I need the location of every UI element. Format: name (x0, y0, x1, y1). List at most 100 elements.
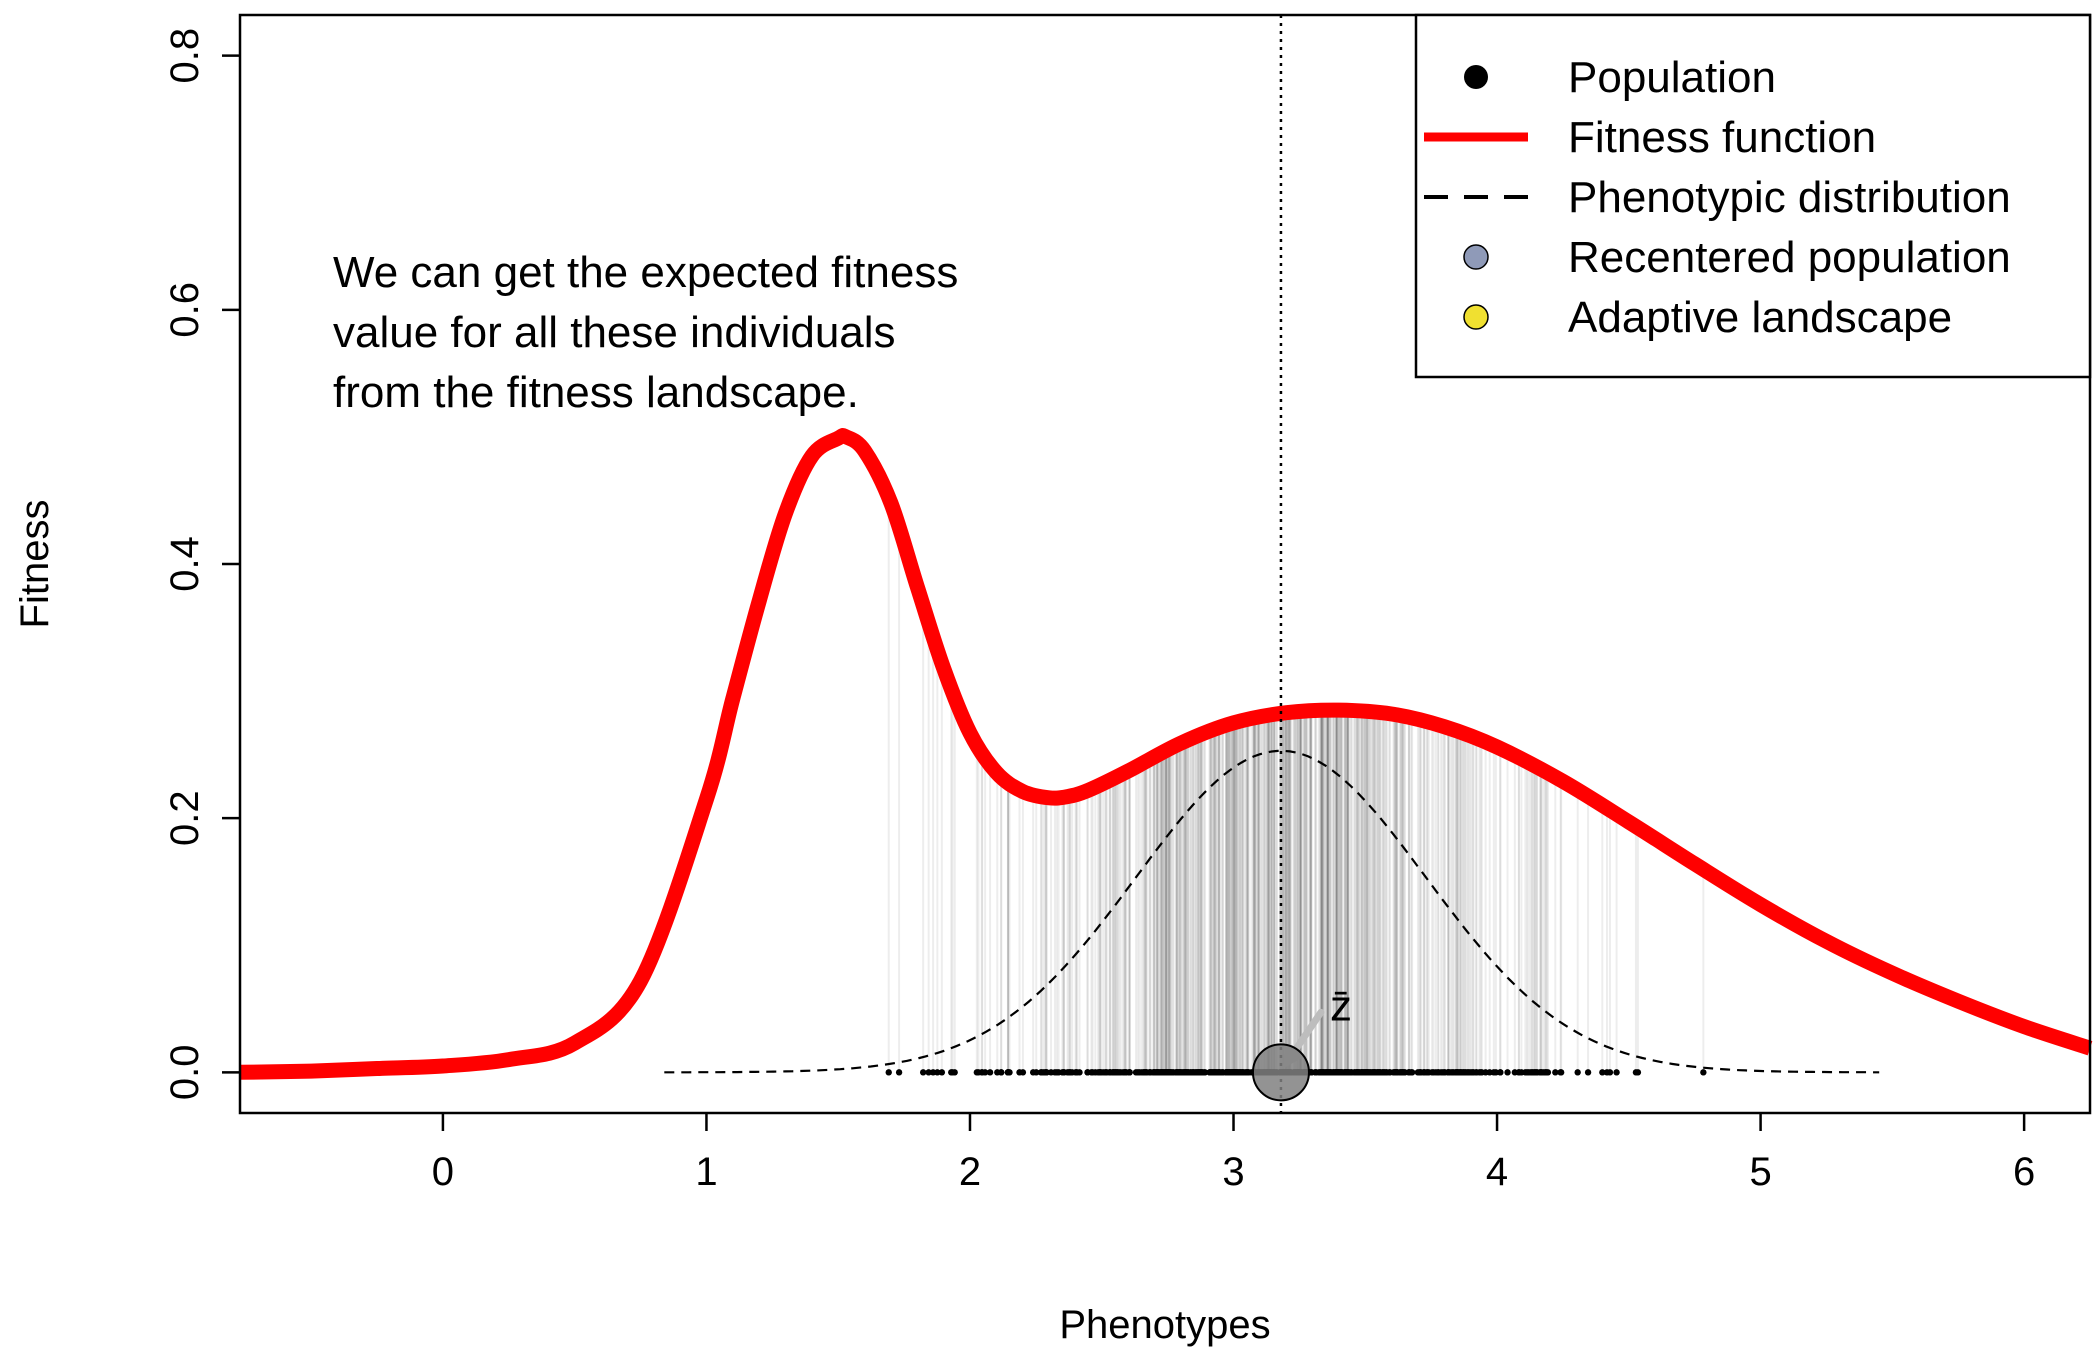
population-point (1452, 1069, 1460, 1076)
population-point (1229, 1069, 1236, 1076)
population-point (1368, 1069, 1376, 1076)
annotation-text: We can get the expected fitness value for… (333, 248, 958, 417)
population-point (1102, 1069, 1110, 1076)
legend-label-3: Recentered population (1568, 233, 2011, 282)
population-point (1072, 1069, 1079, 1076)
population-point (1504, 1069, 1511, 1076)
y-tick-label: 0.2 (163, 790, 207, 846)
phenotypic-distribution-layer (664, 749, 1880, 1074)
population-point (1430, 1069, 1437, 1076)
legend-label-4: Adaptive landscape (1568, 293, 1952, 342)
population-point (1632, 1069, 1640, 1076)
population-point (1164, 1069, 1171, 1076)
y-tick-label: 0.6 (163, 282, 207, 338)
population-point (1533, 1069, 1540, 1076)
population-point (1084, 1069, 1091, 1076)
legend-box (1414, 13, 2092, 379)
population-point (1037, 1069, 1045, 1076)
population-point (1603, 1069, 1611, 1076)
population-point (1482, 1069, 1489, 1076)
population-point (1337, 1069, 1345, 1076)
population-point (1005, 1069, 1012, 1076)
x-tick-label: 2 (959, 1150, 981, 1194)
population-point (1613, 1069, 1620, 1076)
population-point (929, 1069, 937, 1076)
annotation-line: value for all these individuals (333, 308, 896, 357)
legend-symbol-0 (1464, 65, 1488, 89)
mean-population-marker (1251, 1043, 1310, 1102)
population-point (1584, 1069, 1592, 1076)
population-point (986, 1069, 994, 1076)
y-tick-label: 0.0 (163, 1045, 207, 1101)
population-point (1441, 1069, 1448, 1076)
population-point (938, 1069, 946, 1076)
y-axis-title: Fitness (13, 500, 57, 629)
y-tick-label: 0.4 (163, 536, 207, 592)
x-tick-label: 5 (1749, 1150, 1771, 1194)
population-point (1351, 1069, 1358, 1076)
population-point (1324, 1069, 1332, 1076)
population-point (1342, 1069, 1349, 1076)
population-point (885, 1069, 892, 1076)
x-tick-label: 0 (432, 1150, 454, 1194)
population-point (895, 1069, 903, 1076)
population-point (1408, 1069, 1415, 1076)
x-tick-label: 1 (695, 1150, 717, 1194)
x-tick-label: 6 (2013, 1150, 2035, 1194)
population-point (1574, 1069, 1581, 1076)
population-point (1019, 1069, 1027, 1076)
y-tick-label: 0.8 (163, 28, 207, 84)
fitness-function-line (239, 428, 2093, 1080)
population-point (1379, 1069, 1387, 1076)
mean-label: z̄ (1330, 981, 1352, 1030)
population-point (1060, 1069, 1068, 1076)
fitness-function-layer (239, 428, 2093, 1080)
population-point (1700, 1069, 1707, 1076)
population-point (1245, 1069, 1252, 1076)
population-point (1397, 1069, 1404, 1076)
fitness-drop-lines (887, 498, 1705, 1073)
population-point (1132, 1069, 1140, 1076)
population-point (1423, 1069, 1431, 1076)
population-point (1042, 1069, 1050, 1076)
population-point (1146, 1069, 1153, 1076)
population-point (949, 1069, 956, 1076)
population-point (1542, 1069, 1549, 1076)
population-point (1460, 1069, 1467, 1076)
population-point (1183, 1069, 1190, 1076)
population-point (1391, 1069, 1398, 1076)
population-point (1599, 1069, 1606, 1076)
population-point (1207, 1069, 1215, 1076)
population-point (1515, 1069, 1523, 1076)
legend: Population Fitness function Phenotypic dis… (1414, 13, 2092, 379)
legend-symbol-3 (1463, 244, 1489, 270)
population-point (1552, 1069, 1559, 1076)
population-point (1477, 1069, 1484, 1076)
population-point (1096, 1069, 1103, 1076)
population-point (1126, 1069, 1133, 1076)
x-axis-title: Phenotypes (1059, 1303, 1270, 1347)
population-point (1055, 1069, 1062, 1076)
population-point (1317, 1069, 1325, 1076)
population-point (1141, 1069, 1148, 1076)
legend-label-0: Population (1568, 53, 1776, 102)
population-point (1497, 1069, 1504, 1076)
annotation-line: from the fitness landscape. (333, 368, 859, 417)
x-tick-label: 3 (1222, 1150, 1244, 1194)
population-point (925, 1069, 932, 1076)
axes-layer: 0 1 2 3 4 5 6 0.0 0.2 0.4 0.6 0.8 (163, 13, 2092, 1194)
population-point (1176, 1069, 1183, 1076)
population-point (1470, 1069, 1477, 1076)
population-point (1193, 1069, 1200, 1076)
annotation-line: We can get the expected fitness (333, 248, 958, 297)
population-point (1029, 1069, 1037, 1076)
population-point (973, 1069, 981, 1076)
population-point (1356, 1069, 1363, 1076)
population-point (994, 1069, 1001, 1076)
population-point (1119, 1069, 1127, 1076)
x-tick-label: 4 (1486, 1150, 1508, 1194)
population-point (1109, 1069, 1117, 1076)
population-layer (885, 1043, 1707, 1102)
population-point (1239, 1069, 1246, 1076)
